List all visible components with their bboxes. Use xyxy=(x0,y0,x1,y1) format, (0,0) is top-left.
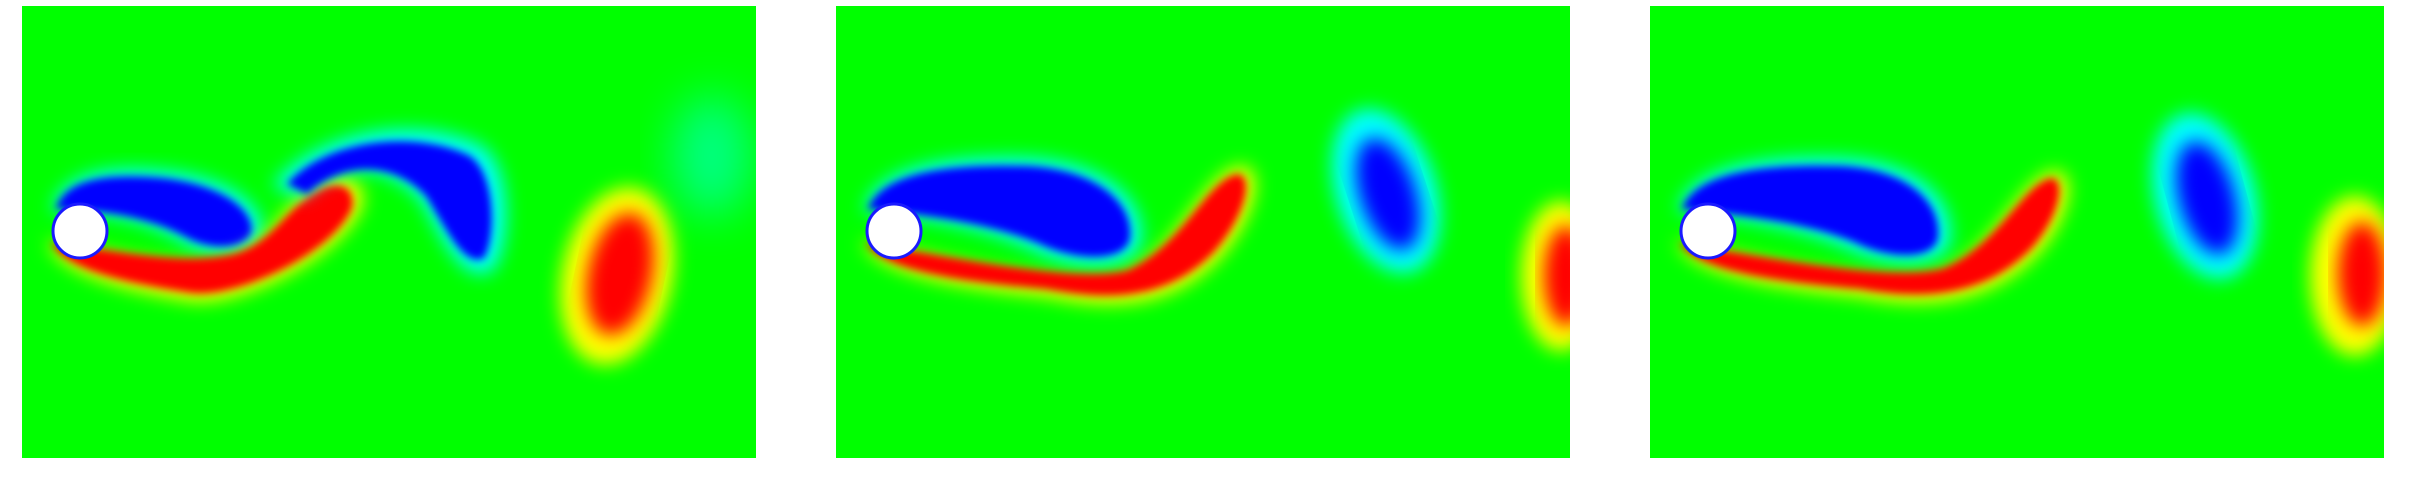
upper-shear-layer xyxy=(1682,165,1939,256)
shed-vortex-positive xyxy=(586,212,654,336)
shed-vortex-negative xyxy=(1355,138,1421,250)
cylinder xyxy=(1679,202,1737,260)
vorticity-field-1 xyxy=(22,6,756,458)
vorticity-field-3 xyxy=(1650,6,2384,458)
shed-vortex-negative xyxy=(2176,141,2238,255)
lower-shear-layer xyxy=(52,184,353,294)
lower-shear-layer xyxy=(1680,178,2060,295)
vorticity-snapshot-1 xyxy=(22,6,756,458)
vorticity-snapshot-3 xyxy=(1650,6,2384,458)
upper-shear-layer xyxy=(56,176,252,247)
vorticity-snapshot-2 xyxy=(836,6,1570,458)
edge-vortex-positive xyxy=(2338,222,2384,326)
cylinder xyxy=(865,202,923,260)
far-wake-blue xyxy=(672,96,752,216)
edge-vortex-positive xyxy=(1544,226,1570,326)
shed-vortex-negative xyxy=(287,141,492,260)
cylinder xyxy=(51,202,109,260)
upper-shear-layer xyxy=(868,165,1131,257)
lower-shear-layer xyxy=(866,174,1246,296)
vorticity-field-2 xyxy=(836,6,1570,458)
